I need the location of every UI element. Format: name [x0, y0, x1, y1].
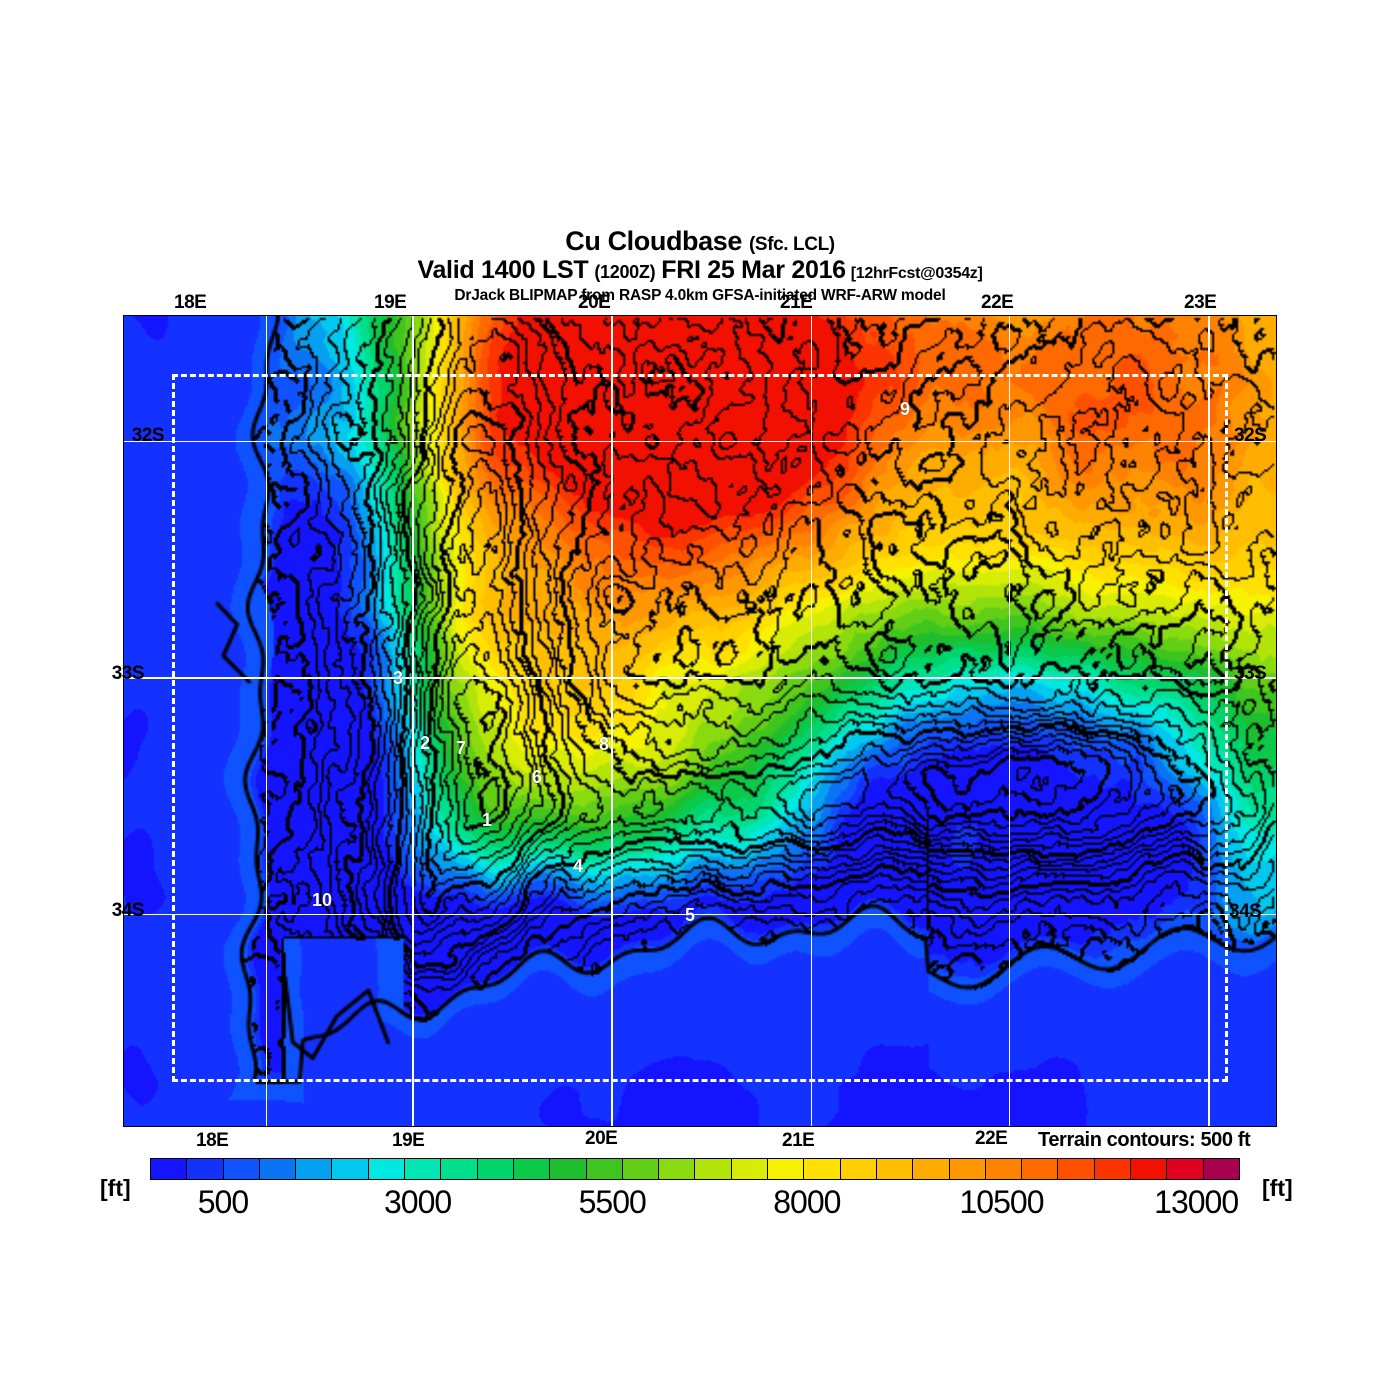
- colorbar-segment-3: [259, 1159, 297, 1179]
- valid-prefix: Valid 1400 LST: [417, 256, 589, 284]
- graticule-lon-20E: [611, 316, 613, 1126]
- colorbar-segment-29: [1203, 1159, 1239, 1179]
- colorbar-segment-23: [985, 1159, 1023, 1179]
- colorbar-segment-17: [768, 1159, 805, 1179]
- waypoint-marker-3[interactable]: 3: [392, 668, 404, 688]
- colorbar-segment-15: [695, 1159, 732, 1179]
- colorbar-tick-5500: 5500: [578, 1184, 647, 1220]
- lat-label-left-33S: 33S: [111, 663, 145, 684]
- colorbar-tick-3000: 3000: [383, 1184, 452, 1220]
- lon-label-top-19E: 19E: [374, 292, 407, 313]
- graticule-lat-32S: [124, 440, 1276, 443]
- colorbar-segment-21: [913, 1159, 950, 1179]
- lon-label-bottom-21E: 21E: [782, 1130, 815, 1151]
- lon-label-top-21E: 21E: [780, 292, 813, 313]
- lon-label-top-23E: 23E: [1184, 292, 1217, 313]
- terrain-contour-note: Terrain contours: 500 ft: [1038, 1129, 1251, 1151]
- colorbar-segment-20: [876, 1159, 914, 1179]
- waypoint-marker-4[interactable]: 4: [572, 856, 584, 876]
- graticule-lon-18E: [265, 316, 268, 1126]
- lon-label-bottom-19E: 19E: [392, 1130, 425, 1151]
- forecast-tag: [12hrFcst@0354z]: [850, 265, 983, 282]
- colorbar-segment-9: [477, 1159, 514, 1179]
- graticule-lat-34S: [124, 913, 1276, 916]
- colorbar-tick-500: 500: [197, 1184, 249, 1220]
- waypoint-marker-1[interactable]: 1: [481, 810, 493, 830]
- colorbar-tick-13000: 13000: [1154, 1184, 1239, 1220]
- colorbar-tick-10500: 10500: [959, 1184, 1045, 1220]
- lat-label-right-33S: 33S: [1234, 663, 1267, 684]
- colorbar-segment-7: [405, 1159, 442, 1179]
- colorbar-segment-5: [332, 1159, 369, 1179]
- colorbar-unit-right: [ft]: [1262, 1175, 1293, 1201]
- colorbar-segment-4: [296, 1159, 333, 1179]
- lat-label-left-32S: 32S: [131, 425, 165, 446]
- graticule-lon-22E: [1008, 316, 1011, 1126]
- waypoint-marker-9[interactable]: 9: [899, 399, 911, 419]
- lat-label-right-34S: 34S: [1229, 901, 1262, 922]
- lon-label-bottom-18E: 18E: [196, 1130, 229, 1151]
- waypoint-marker-7[interactable]: 7: [455, 738, 467, 758]
- model-source-line: DrJack BLIPMAP from RASP 4.0km GFSA-init…: [454, 286, 946, 304]
- page-title: Cu Cloudbase (Sfc. LCL): [0, 228, 1400, 255]
- colorbar-segment-25: [1058, 1159, 1095, 1179]
- colorbar-segment-13: [622, 1159, 660, 1179]
- colorbar-segment-10: [513, 1159, 551, 1179]
- colorbar[interactable]: [150, 1158, 1240, 1180]
- colorbar-segment-0: [151, 1159, 188, 1179]
- waypoint-marker-10[interactable]: 10: [311, 890, 333, 910]
- valid-date: FRI 25 Mar 2016: [661, 256, 846, 284]
- colorbar-segment-6: [368, 1159, 406, 1179]
- forecast-map[interactable]: [123, 315, 1277, 1127]
- colorbar-segment-28: [1167, 1159, 1204, 1179]
- colorbar-tick-8000: 8000: [773, 1184, 841, 1220]
- colorbar-segment-16: [731, 1159, 769, 1179]
- lat-label-left-34S: 34S: [111, 900, 145, 921]
- colorbar-segment-22: [949, 1159, 986, 1179]
- colorbar-segment-24: [1022, 1159, 1059, 1179]
- colorbar-segment-19: [840, 1159, 877, 1179]
- waypoint-marker-2[interactable]: 2: [419, 733, 431, 753]
- colorbar-segment-14: [659, 1159, 696, 1179]
- graticule-lon-23E: [1208, 316, 1210, 1126]
- graticule-lon-19E: [412, 316, 414, 1126]
- colorbar-unit-left: [ft]: [100, 1175, 131, 1201]
- title-block: Cu Cloudbase (Sfc. LCL) Valid 1400 LST (12…: [0, 228, 1400, 304]
- title-main: Cu Cloudbase: [565, 226, 742, 256]
- lon-label-top-22E: 22E: [981, 292, 1014, 313]
- lon-label-bottom-22E: 22E: [975, 1128, 1008, 1149]
- waypoint-marker-8[interactable]: 8: [598, 734, 610, 754]
- lon-label-top-20E: 20E: [578, 292, 611, 313]
- graticule-lon-21E: [810, 316, 813, 1126]
- colorbar-segment-18: [804, 1159, 841, 1179]
- colorbar-segment-26: [1094, 1159, 1132, 1179]
- colorbar-segment-1: [187, 1159, 224, 1179]
- waypoint-marker-5[interactable]: 5: [684, 905, 696, 925]
- colorbar-segment-27: [1131, 1159, 1168, 1179]
- valid-zulu: (1200Z): [594, 262, 656, 282]
- lat-label-right-32S: 32S: [1234, 425, 1267, 446]
- lon-label-bottom-20E: 20E: [585, 1128, 618, 1149]
- title-sub: (Sfc. LCL): [749, 234, 835, 255]
- lon-label-top-18E: 18E: [174, 292, 207, 313]
- waypoint-marker-6[interactable]: 6: [531, 767, 543, 787]
- colorbar-segment-11: [550, 1159, 587, 1179]
- graticule-lat-33S: [124, 677, 1276, 679]
- cloudbase-raster: [124, 316, 1276, 1126]
- colorbar-segment-8: [441, 1159, 478, 1179]
- valid-time-line: Valid 1400 LST (1200Z) FRI 25 Mar 2016 [12h…: [0, 256, 1400, 285]
- colorbar-segment-12: [586, 1159, 623, 1179]
- colorbar-segment-2: [223, 1159, 260, 1179]
